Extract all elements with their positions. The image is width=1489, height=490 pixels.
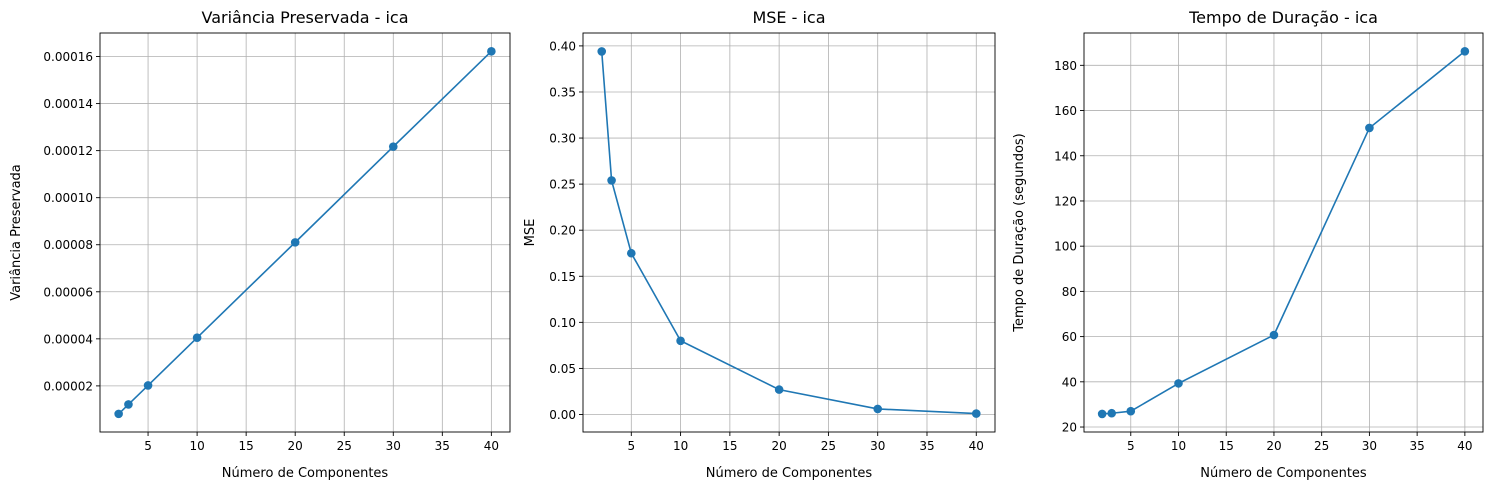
y-axis-label: MSE [523,219,538,247]
data-point [114,409,123,419]
data-point [143,381,153,390]
x-tick-label: 40 [1457,439,1472,453]
y-tick-label: 140 [1054,149,1077,163]
data-point [1097,409,1107,419]
data-point [1126,406,1136,416]
data-point [388,142,398,151]
x-tick-label: 20 [288,439,303,453]
x-tick-label: 30 [870,439,885,453]
data-point [971,409,981,418]
series-line [600,51,977,415]
y-tick-label: 0.00004 [43,332,93,346]
x-tick-label: 40 [484,439,499,453]
x-tick-label: 25 [337,439,352,453]
x-tick-label: 25 [821,439,836,453]
y-axis-label: Variância Preservada [9,164,24,301]
y-tick-label: 0.00006 [43,285,93,299]
data-point [626,248,636,258]
chart-panel-3: 5 10 15 20 25 30 35 40 20 40 60 80 100 120 140 160 180 Te… [1012,8,1484,481]
x-tick-label: 25 [1314,439,1329,453]
data-point [290,238,300,247]
y-tick-label: 0.30 [549,132,576,146]
y-tick-label: 160 [1054,104,1077,118]
x-tick-label: 40 [969,439,984,453]
x-tick-label: 20 [772,439,787,453]
x-tick-label: 10 [673,439,688,453]
series-line [118,50,492,415]
data-point [1365,123,1374,133]
x-tick-label: 5 [1127,439,1135,453]
data-point [124,400,133,409]
data-point [1460,47,1470,56]
y-tick-label: 0.10 [549,316,576,330]
series-line [1102,50,1466,415]
x-tick-label: 35 [919,439,934,453]
axes-frame [1083,32,1484,433]
y-tick-label: 120 [1054,194,1077,208]
chart-title: Tempo de Duração - ica [1188,8,1378,27]
data-point [873,404,883,414]
axes-frame [582,32,996,433]
y-tick-label: 80 [1062,285,1077,299]
y-tick-label: 0.05 [549,362,576,376]
chart-title: MSE - ica [752,8,825,27]
x-tick-label: 15 [239,439,254,453]
y-tick-label: 0.00012 [43,144,93,158]
y-axis-label: Tempo de Duração (segundos) [1012,133,1027,333]
x-tick-label: 5 [144,439,152,453]
axes-frame [99,32,511,433]
x-tick-label: 5 [627,439,635,453]
y-tick-label: 0.00016 [43,50,93,64]
y-tick-label: 0.20 [549,224,576,238]
y-tick-label: 180 [1054,59,1077,73]
y-tick-label: 100 [1054,240,1077,254]
x-tick-label: 10 [1171,439,1186,453]
data-point [487,47,496,56]
data-point [192,333,202,342]
x-tick-label: 20 [1266,439,1281,453]
chart-panel-1: 5 10 15 20 25 30 35 40 0.00002 0.00004 0.00006 0.00… [9,8,511,481]
y-tick-label: 0.35 [549,85,576,99]
data-point [1174,379,1183,388]
y-tick-label: 0.00 [549,408,576,422]
x-tick-label: 10 [189,439,204,453]
x-tick-label: 35 [1409,439,1424,453]
y-tick-label: 40 [1062,375,1077,389]
y-tick-label: 0.00008 [43,238,93,252]
y-tick-label: 0.15 [549,270,576,284]
x-axis-label: Número de Componentes [1200,466,1367,481]
y-tick-label: 0.25 [549,178,576,192]
x-tick-label: 35 [435,439,450,453]
x-axis-label: Número de Componentes [706,466,873,481]
data-point [1107,408,1116,418]
data-point [607,176,616,185]
data-point [597,47,607,56]
data-point [774,385,784,394]
y-tick-label: 0.00010 [43,191,93,205]
y-tick-label: 0.00014 [43,97,93,111]
y-tick-label: 0.40 [549,39,576,53]
y-tick-label: 20 [1062,421,1077,435]
x-tick-label: 30 [1362,439,1377,453]
chart-panel-2: 5 10 15 20 25 30 35 40 0.00 0.05 0.10 0.15 0.20 0.25 0… [523,8,996,481]
data-point [676,336,685,346]
y-tick-label: 0.00002 [43,379,93,393]
x-axis-label: Número de Componentes [222,466,389,481]
x-tick-label: 15 [1219,439,1234,453]
y-tick-label: 60 [1062,330,1077,344]
x-tick-label: 30 [386,439,401,453]
x-tick-label: 15 [722,439,737,453]
chart-title: Variância Preservada - ica [201,8,408,27]
data-point [1269,330,1279,340]
